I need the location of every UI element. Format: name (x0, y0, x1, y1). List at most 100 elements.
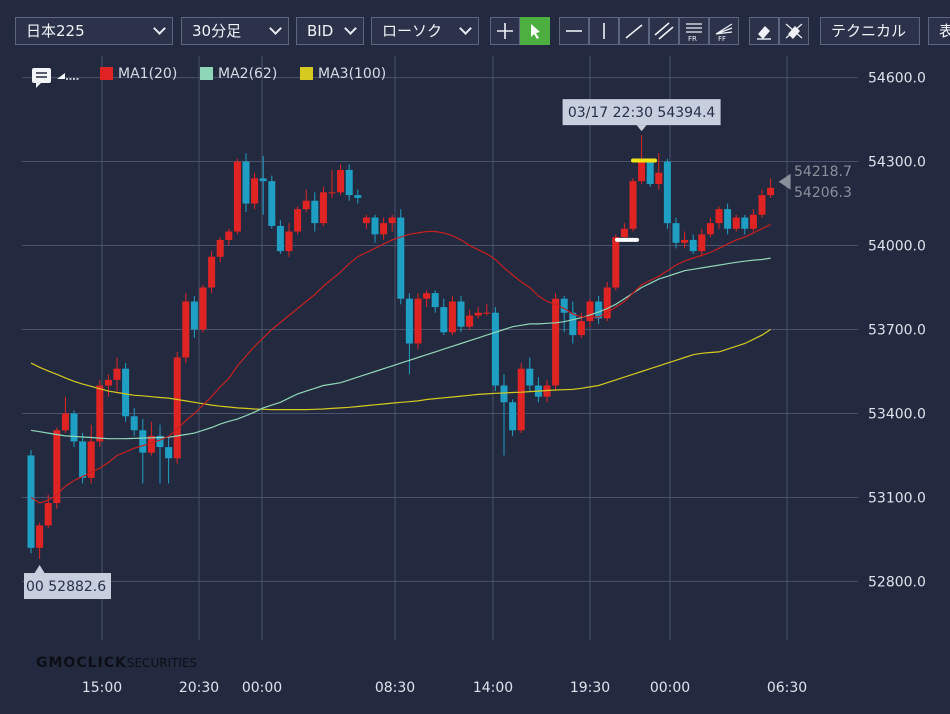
legend-ma1: MA1(20) (100, 66, 177, 82)
low-callout-pointer (34, 565, 45, 574)
candle-body (689, 239, 697, 252)
chart-background (0, 56, 950, 714)
horizontal-line-button[interactable] (559, 17, 589, 45)
candle-body (36, 525, 44, 548)
candle-body (113, 368, 121, 380)
candle-body (337, 169, 345, 193)
symbol-label: 日本225 (26, 22, 85, 40)
candle-body (70, 413, 78, 442)
y-tick-label: 53400.0 (868, 406, 926, 422)
fibonacci-retracement-icon: FR (686, 23, 702, 43)
trend-line-icon (625, 24, 643, 39)
legend-ma2: MA2(62) (200, 66, 277, 82)
x-tick-label: 00:00 (650, 680, 690, 696)
candle-body (612, 237, 620, 288)
candle-body (457, 301, 465, 327)
vertical-line-button[interactable] (589, 17, 619, 45)
candle-body (311, 200, 319, 224)
candle-body (276, 225, 284, 252)
candle-body (165, 447, 173, 459)
candle-body (526, 368, 534, 386)
candle-body (173, 357, 181, 459)
high-callout-pointer (636, 125, 647, 132)
price-type-select[interactable]: BID (296, 17, 364, 45)
timeframe-select[interactable]: 30分足 (181, 17, 289, 45)
candle-body (190, 301, 198, 330)
y-tick-label: 54300.0 (868, 155, 926, 171)
x-tick-label: 20:30 (179, 680, 219, 696)
candle-body (569, 312, 577, 336)
trend-line-button[interactable] (619, 17, 649, 45)
current-price-label: 54218.7 (794, 164, 852, 180)
candle-body (749, 214, 757, 229)
candle-body (199, 287, 207, 330)
clear-all-button[interactable] (779, 17, 809, 45)
candle-body (388, 217, 396, 224)
display-button[interactable]: 表 (928, 17, 950, 45)
candle-body (638, 161, 646, 182)
candle-body (663, 161, 671, 224)
candle-body (328, 192, 336, 194)
candle-body (53, 430, 61, 504)
candle-body (491, 312, 499, 386)
crosshair-button[interactable] (490, 17, 520, 45)
chevron-down-icon (153, 22, 166, 35)
price-type-label: BID (307, 22, 334, 40)
candle-body (251, 178, 259, 204)
ma2-swatch (200, 67, 213, 80)
candle-body (509, 402, 517, 431)
symbol-select[interactable]: 日本225 (15, 17, 173, 45)
candle-body (354, 195, 362, 198)
candle-body (233, 161, 241, 232)
candle-body (577, 321, 585, 336)
legend-ma3: MA3(100) (300, 66, 386, 82)
candle-body (397, 217, 405, 299)
candle-body (603, 287, 611, 319)
candle-body (595, 301, 603, 319)
svg-text:FR: FR (688, 35, 697, 43)
candle-body (285, 231, 293, 252)
candle-body (294, 209, 302, 232)
eraser-button[interactable] (749, 17, 779, 45)
candle-body (104, 379, 112, 386)
candle-body (87, 441, 95, 478)
candle-body (741, 217, 749, 229)
ma3-swatch (300, 67, 313, 80)
x-tick-label: 00:00 (242, 680, 282, 696)
chevron-down-icon (269, 22, 282, 35)
ma2-line (30, 257, 771, 440)
pointer-button[interactable] (520, 17, 550, 45)
ma3-label: MA3(100) (318, 66, 387, 82)
candle-body (414, 298, 422, 344)
candle-body (431, 293, 439, 308)
x-tick-label: 19:30 (570, 680, 610, 696)
technical-button[interactable]: テクニカル (820, 17, 920, 45)
y-tick-label: 54600.0 (868, 71, 926, 87)
candle-body (517, 368, 525, 431)
fibonacci-fan-button[interactable]: FF (709, 17, 739, 45)
candle-body (61, 413, 69, 431)
comment-icon (32, 68, 79, 88)
candle-body (698, 234, 706, 252)
y-tick-label: 53700.0 (868, 323, 926, 339)
chevron-down-icon (459, 22, 472, 35)
x-tick-label: 08:30 (375, 680, 415, 696)
candle-body (216, 239, 224, 257)
crosshair-icon (497, 23, 513, 39)
broker-logo: GMOCLICKSECURITIES (36, 655, 197, 671)
chart-type-select[interactable]: ローソク (371, 17, 479, 45)
candle-body (208, 256, 216, 288)
candle-body (706, 223, 714, 235)
candle-body (672, 223, 680, 243)
candle-body (586, 301, 594, 322)
fibonacci-fan-icon: FF (715, 23, 733, 43)
candle-body (156, 435, 164, 448)
chart-settings[interactable] (30, 66, 80, 92)
fibonacci-retracement-button[interactable]: FR (679, 17, 709, 45)
candle-body (122, 368, 130, 417)
channel-line-button[interactable] (649, 17, 679, 45)
candle-body (423, 293, 431, 299)
candle-body (371, 217, 379, 235)
price-chart[interactable]: 54600.0 54300.0 54000.0 53700.0 53400.0 53100… (0, 56, 950, 714)
ma3-line (30, 328, 771, 411)
